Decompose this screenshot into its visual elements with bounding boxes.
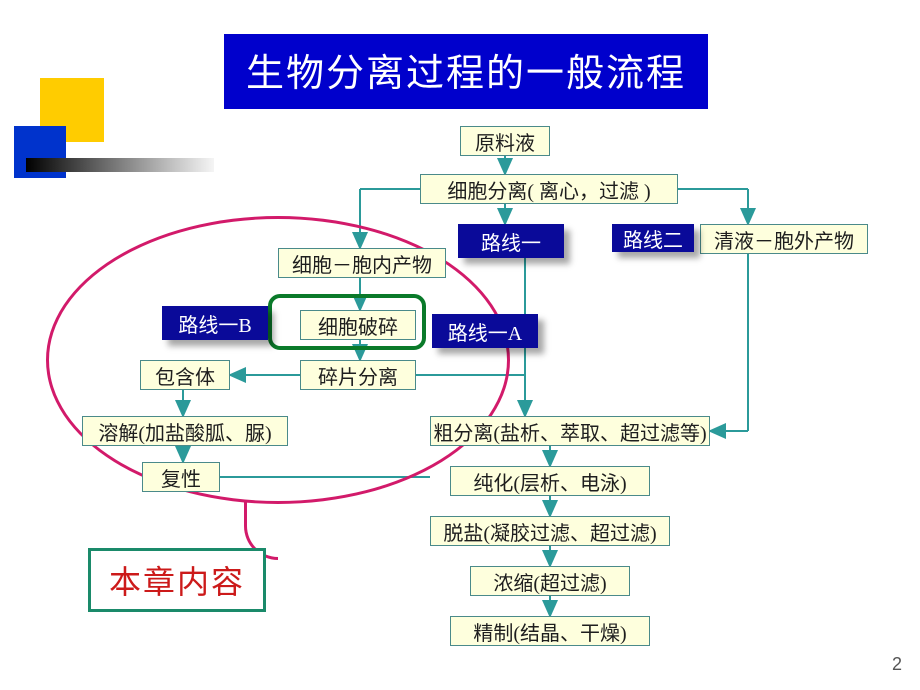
route-one: 路线一 xyxy=(458,224,564,258)
box-coarse-sep: 粗分离(盐析、萃取、超过滤等) xyxy=(430,416,710,446)
route-two: 路线二 xyxy=(612,224,694,252)
box-inclusion-body: 包含体 xyxy=(140,360,230,390)
box-cell-break: 细胞破碎 xyxy=(300,310,416,340)
chapter-label: 本章内容 xyxy=(88,548,266,612)
decor-gradient-bar xyxy=(26,158,214,172)
box-renature: 复性 xyxy=(142,462,220,492)
route-one-a: 路线一A xyxy=(432,314,538,348)
box-cell-product: 细胞－胞内产物 xyxy=(278,248,446,278)
box-purify: 纯化(层析、电泳) xyxy=(450,466,650,496)
box-concentrate: 浓缩(超过滤) xyxy=(470,566,630,596)
box-raw-liquid: 原料液 xyxy=(460,126,550,156)
route-one-b: 路线一B xyxy=(162,306,268,340)
box-fragment-sep: 碎片分离 xyxy=(300,360,416,390)
box-cell-separation: 细胞分离( 离心，过滤 ) xyxy=(420,174,678,204)
box-dissolve: 溶解(加盐酸胍、脲) xyxy=(82,416,288,446)
box-refine: 精制(结晶、干燥) xyxy=(450,616,650,646)
box-desalt: 脱盐(凝胶过滤、超过滤) xyxy=(430,516,670,546)
slide-title: 生物分离过程的一般流程 xyxy=(224,34,708,109)
box-clear-liquid: 清液－胞外产物 xyxy=(700,224,868,254)
page-number: 2 xyxy=(892,654,902,675)
